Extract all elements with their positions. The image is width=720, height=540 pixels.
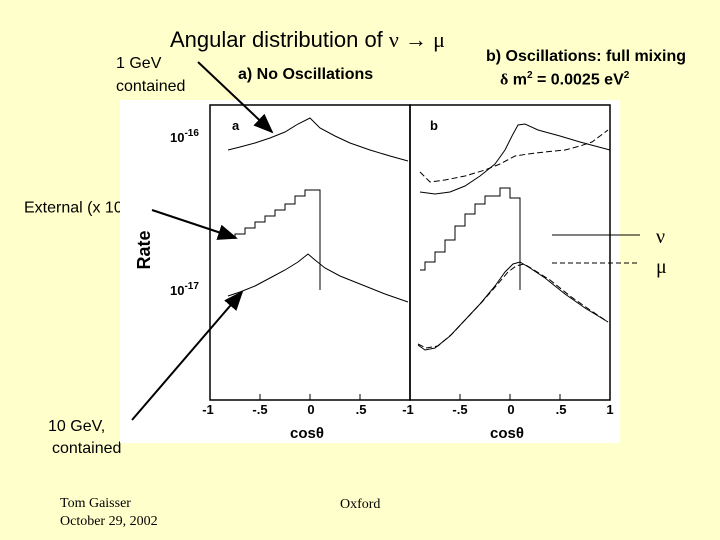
xtick-a-0: -1 bbox=[202, 402, 214, 417]
panel-a-10gev-curve bbox=[227, 253, 409, 303]
xtick-b-0: -1 bbox=[402, 402, 414, 417]
panel-a-curves bbox=[227, 117, 409, 303]
figure-svg: Rate 10-16 10-17 a b bbox=[134, 104, 614, 442]
slide-title: Angular distribution of ν → μ bbox=[170, 27, 445, 53]
title-nu: ν bbox=[388, 27, 399, 52]
label-1gev-line1: 1 GeV bbox=[116, 55, 162, 72]
xtick-a-2: 0 bbox=[307, 402, 314, 417]
ytick-top: 10-16 bbox=[170, 128, 199, 145]
panel-a-1gev-curve bbox=[227, 117, 409, 162]
heading-oscillations: b) Oscillations: full mixing bbox=[486, 48, 687, 65]
x-tick-marks bbox=[209, 394, 611, 400]
xtick-a-3: .5 bbox=[356, 402, 367, 417]
footer-date: October 29, 2002 bbox=[60, 514, 158, 529]
panel-a-frame bbox=[209, 104, 411, 401]
ytick-bottom: 10-17 bbox=[170, 281, 199, 298]
xtick-b-2: 0 bbox=[507, 402, 514, 417]
panel-b-top-mu-curve bbox=[419, 129, 609, 183]
figure-area: Rate 10-16 10-17 a b bbox=[120, 100, 620, 443]
panel-a-letter: a bbox=[232, 118, 240, 133]
title-mu: μ bbox=[433, 27, 445, 52]
m-text: m bbox=[508, 71, 527, 89]
legend bbox=[552, 234, 640, 264]
panel-b-top-nu-curve bbox=[419, 123, 611, 195]
heading-no-oscillations: a) No Oscillations bbox=[238, 66, 374, 83]
panel-b-external-histogram bbox=[420, 187, 521, 290]
xlabel-b: cosθ bbox=[490, 425, 524, 442]
heading-oscillations-params: δ m2 = 0.0025 eV2 bbox=[500, 70, 629, 89]
title-arrow: → bbox=[404, 27, 427, 52]
label-10gev-line2: contained bbox=[52, 440, 122, 457]
label-1gev-line2: contained bbox=[116, 78, 186, 95]
xtick-b-1: -.5 bbox=[452, 402, 467, 417]
eq-text: = 0.0025 eV bbox=[532, 71, 624, 89]
panel-b-curves bbox=[417, 123, 611, 351]
title-prefix: Angular distribution of bbox=[170, 27, 389, 52]
legend-nu-label: ν bbox=[656, 226, 666, 248]
xlabel-a: cosθ bbox=[290, 425, 324, 442]
xtick-a-1: -.5 bbox=[252, 402, 267, 417]
x-tick-labels: -1 -.5 0 .5 -1 -.5 0 .5 1 bbox=[202, 402, 613, 417]
panel-b-bottom-mu-curve bbox=[417, 263, 609, 349]
panel-a-external-histogram bbox=[228, 189, 321, 290]
panel-b-letter: b bbox=[430, 118, 438, 133]
footer-place: Oxford bbox=[340, 497, 381, 512]
xtick-b-3: .5 bbox=[556, 402, 567, 417]
ev-exponent: 2 bbox=[623, 70, 630, 81]
ylabel: Rate bbox=[134, 230, 154, 269]
m-exponent: 2 bbox=[526, 70, 533, 81]
label-10gev-line1: 10 GeV, bbox=[48, 418, 106, 435]
x-axis-labels: cosθ cosθ bbox=[290, 425, 524, 442]
footer-author: Tom Gaisser bbox=[60, 496, 131, 511]
delta-symbol: δ bbox=[500, 71, 509, 89]
label-external-text: External (x 10 bbox=[24, 199, 123, 217]
xtick-b-4: 1 bbox=[606, 402, 613, 417]
legend-mu-label: μ bbox=[656, 256, 667, 278]
